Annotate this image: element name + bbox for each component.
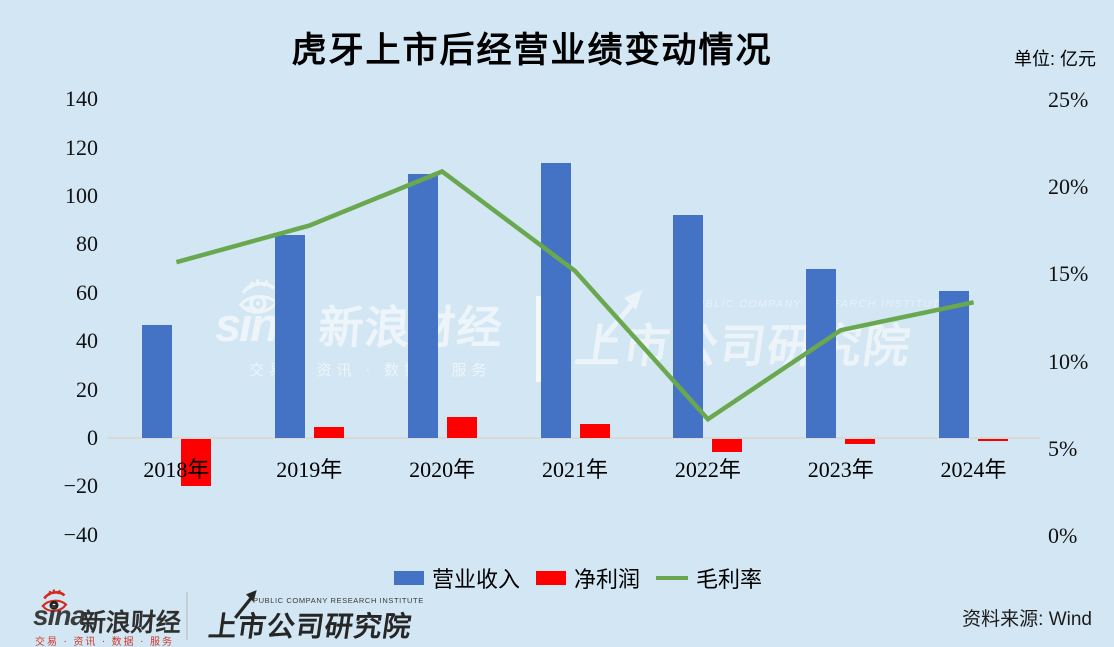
revenue-bar <box>806 268 837 438</box>
legend-revenue-marker <box>393 571 424 585</box>
net_profit-bar <box>579 423 610 438</box>
net_profit-bar <box>712 439 743 453</box>
legend-item-net_profit: 净利润 <box>535 562 640 594</box>
left-axis-tick: 140 <box>65 86 98 112</box>
left-axis-tick: 120 <box>65 134 98 160</box>
revenue-bar <box>673 214 704 438</box>
pcri-logo: PUBLIC COMPANY RESEARCH INSTITUTE 上市公司研究… <box>203 587 423 645</box>
pcri-logo-cn: 上市公司研究院 <box>206 612 414 643</box>
right-axis-tick: 15% <box>1048 261 1089 287</box>
pcri-watermark-cn: 上市公司研究院 <box>571 321 916 372</box>
net_profit-bar <box>978 439 1009 441</box>
revenue-bar <box>407 173 438 438</box>
left-axis-tick: −40 <box>63 521 98 547</box>
chart-title: 虎牙上市后经营业绩变动情况 <box>291 31 773 70</box>
left-axis-tick: 0 <box>87 425 98 450</box>
x-axis-label: 2018年 <box>143 457 210 482</box>
right-axis-tick: 20% <box>1048 174 1089 200</box>
revenue-bar <box>540 163 571 438</box>
pcri-watermark: PUBLIC COMPANY RESEARCH INSTITUTE 上市公司研究… <box>572 288 947 383</box>
legend-net_profit-marker <box>535 571 566 585</box>
data-source: 资料来源: Wind <box>962 609 1092 630</box>
pcri-logo-en: PUBLIC COMPANY RESEARCH INSTITUTE <box>253 596 424 605</box>
sina-logo-wordmark: sina <box>33 600 86 631</box>
x-axis-label: 2024年 <box>940 457 1007 482</box>
legend-gross_margin-marker <box>656 576 688 580</box>
left-axis-tick: 40 <box>76 328 98 354</box>
footer-divider <box>186 592 188 640</box>
sina-logo: sina 新浪财经 交易 · 资讯 · 数据 · 服务 <box>33 589 183 647</box>
right-axis-tick: 10% <box>1048 348 1089 374</box>
unit-label: 单位: 亿元 <box>1013 49 1096 69</box>
x-axis-label: 2021年 <box>541 457 608 482</box>
x-axis-label: 2023年 <box>807 457 874 482</box>
left-axis-tick: 80 <box>76 231 98 257</box>
net_profit-bar <box>313 426 344 438</box>
revenue-bar <box>274 235 305 438</box>
sina-watermark: sina 新浪财经 交易 · 资讯 · 数据 · 服务 <box>215 279 515 383</box>
arrow-up-icon <box>234 590 257 619</box>
footer: sina 新浪财经 交易 · 资讯 · 数据 · 服务 PUBLIC COMPA… <box>0 582 1114 647</box>
net_profit-bar <box>845 439 876 444</box>
x-axis-label: 2019年 <box>276 457 343 482</box>
legend-revenue-label: 营业收入 <box>431 567 520 592</box>
x-axis-label: 2022年 <box>674 457 741 482</box>
left-axis-tick: 100 <box>65 183 98 208</box>
sina-eye-icon <box>41 589 68 612</box>
legend-item-gross_margin: 毛利率 <box>656 562 762 594</box>
right-axis-tick: 5% <box>1048 435 1078 461</box>
legend-net_profit-label: 净利润 <box>573 567 640 592</box>
revenue-bar <box>939 290 970 438</box>
net_profit-bar <box>446 416 477 438</box>
left-axis-tick: 20 <box>76 376 98 402</box>
right-axis-tick: 0% <box>1048 523 1078 548</box>
net_profit-bar <box>180 439 211 486</box>
legend-gross_margin-label: 毛利率 <box>696 567 763 592</box>
left-axis-tick: 60 <box>76 279 98 305</box>
legend: 营业收入 净利润 毛利率 <box>0 562 1114 594</box>
revenue-bar <box>141 325 172 438</box>
left-axis-tick: −20 <box>63 473 98 499</box>
legend-item-revenue: 营业收入 <box>393 562 520 594</box>
right-axis-tick: 25% <box>1048 87 1089 112</box>
sina-logo-tagline: 交易 · 资讯 · 数据 · 服务 <box>35 637 174 647</box>
x-axis-label: 2020年 <box>409 457 476 482</box>
x-axis-line <box>107 437 1040 439</box>
